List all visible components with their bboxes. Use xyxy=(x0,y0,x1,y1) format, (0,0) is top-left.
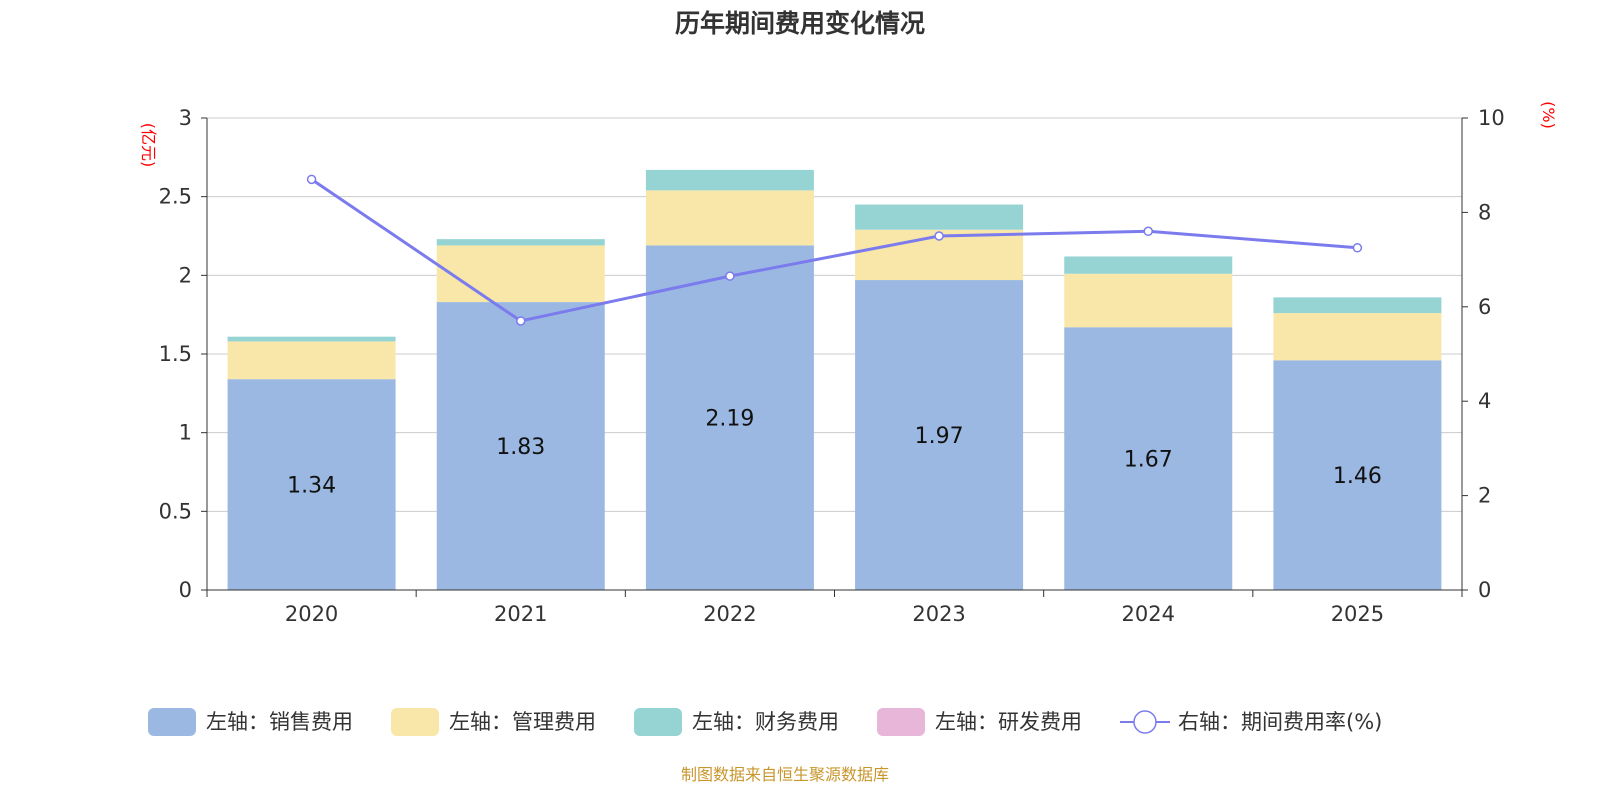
x-tick-label: 2022 xyxy=(703,602,756,626)
bar-value-label: 1.46 xyxy=(1333,464,1382,489)
bar-segment xyxy=(436,239,605,246)
bar-segment xyxy=(436,302,605,590)
left-tick-label: 1.5 xyxy=(159,342,192,366)
x-tick-label: 2021 xyxy=(494,602,547,626)
rate-line xyxy=(310,178,1358,323)
legend-label: 左轴：管理费用 xyxy=(449,710,596,734)
left-tick-label: 1 xyxy=(179,421,192,445)
left-tick-label: 2.5 xyxy=(159,185,192,209)
legend-swatch xyxy=(634,708,682,736)
left-tick-label: 0 xyxy=(179,578,192,602)
left-axis-unit: (亿元) xyxy=(139,123,158,168)
right-axis-unit: (%) xyxy=(1539,101,1558,129)
bar-segment xyxy=(1273,360,1442,590)
left-tick-label: 3 xyxy=(179,106,192,130)
legend-marker-symbol xyxy=(1133,710,1157,734)
bar-segment xyxy=(645,169,814,191)
x-tick-label: 2024 xyxy=(1122,602,1175,626)
x-tick-label: 2020 xyxy=(285,602,338,626)
right-tick-label: 10 xyxy=(1478,106,1505,130)
legend-label: 左轴：销售费用 xyxy=(206,710,353,734)
bar-segment xyxy=(227,336,396,342)
bar-series xyxy=(227,169,1442,590)
right-tick-label: 2 xyxy=(1478,484,1491,508)
bar-segment xyxy=(645,190,814,246)
legend-label: 左轴：财务费用 xyxy=(692,710,839,734)
axes: 0 0.5 1 1.5 2 2.5 3 0 2 4 6 8 10 2020 2021 2022 2023 2024… xyxy=(159,106,1505,626)
right-tick-label: 0 xyxy=(1478,578,1491,602)
bar-value-label: 2.19 xyxy=(705,407,754,432)
right-tick-label: 8 xyxy=(1478,200,1491,224)
left-tick-label: 0.5 xyxy=(159,499,192,523)
rate-point xyxy=(934,231,944,241)
bar-segment xyxy=(1064,256,1233,274)
x-tick-label: 2023 xyxy=(912,602,965,626)
source-note: 制图数据来自恒生聚源数据库 xyxy=(681,765,889,784)
right-tick-label: 6 xyxy=(1478,295,1491,319)
bar-value-label: 1.67 xyxy=(1124,448,1173,473)
bar-segment xyxy=(227,341,396,380)
bar-value-label: 1.83 xyxy=(496,435,545,460)
left-tick-label: 2 xyxy=(179,263,192,287)
bar-segment xyxy=(1064,327,1233,590)
line-series xyxy=(306,174,1363,326)
legend-swatch xyxy=(391,708,439,736)
legend-label: 左轴：研发费用 xyxy=(935,710,1082,734)
bar-segment xyxy=(227,379,396,590)
bar-segment xyxy=(855,280,1024,590)
legend: 左轴：销售费用 左轴：管理费用 左轴：财务费用 左轴：研发费用 右轴：期间费用率(%) xyxy=(148,708,1382,736)
bar-segment xyxy=(855,204,1024,230)
rate-point xyxy=(1352,243,1363,253)
legend-swatch xyxy=(148,708,196,736)
x-tick-label: 2025 xyxy=(1331,602,1384,626)
chart-title: 历年期间费用变化情况 xyxy=(675,9,925,38)
bar-segment xyxy=(1273,297,1442,314)
bar-segment xyxy=(1064,273,1233,328)
bar-segment xyxy=(645,245,814,590)
legend-swatch xyxy=(877,708,925,736)
rate-point xyxy=(1143,226,1153,237)
gridlines xyxy=(207,117,1462,512)
rate-point xyxy=(306,174,317,185)
bar-segment xyxy=(1273,313,1442,361)
right-tick-label: 4 xyxy=(1478,389,1491,413)
bar-segment xyxy=(436,245,605,303)
rate-point xyxy=(516,316,526,326)
legend-label: 右轴：期间费用率(%) xyxy=(1178,710,1382,734)
bar-value-label: 1.34 xyxy=(287,474,336,499)
bar-value-label: 1.97 xyxy=(915,424,964,449)
bar-labels: 1.34 1.83 2.19 1.97 1.67 1.46 xyxy=(287,407,1382,499)
rate-point xyxy=(725,271,735,281)
